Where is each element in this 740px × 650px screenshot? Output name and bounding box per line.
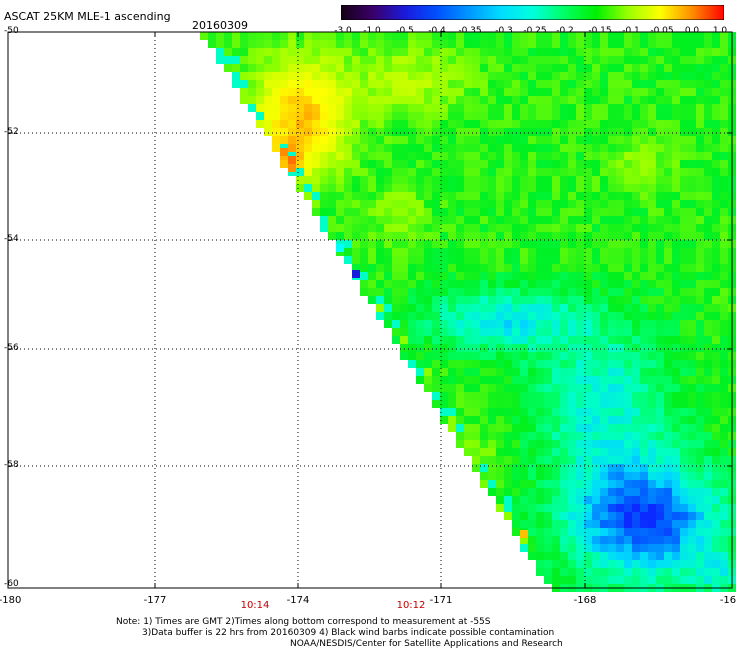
colorbar-label: -0.4 bbox=[428, 26, 446, 36]
axis-ticks bbox=[7, 32, 733, 588]
lat-label: -54 bbox=[4, 234, 19, 244]
lat-label: -60 bbox=[4, 579, 19, 589]
note-line: NOAA/NESDIS/Center for Satellite Applica… bbox=[290, 639, 563, 649]
colorbar-label: -1.0 bbox=[363, 26, 381, 36]
note-line: Note: 1) Times are GMT 2)Times along bot… bbox=[116, 617, 491, 627]
map-frame bbox=[7, 31, 733, 589]
lon-label: -174 bbox=[286, 595, 310, 606]
lat-label: -50 bbox=[4, 26, 19, 36]
colorbar-label: -0.2 bbox=[556, 26, 574, 36]
wind-swath bbox=[200, 32, 736, 592]
lon-label: -177 bbox=[143, 595, 167, 606]
colorbar-label: -0.5 bbox=[396, 26, 414, 36]
lat-label: -58 bbox=[4, 460, 19, 470]
product-title: ASCAT 25KM MLE-1 ascending bbox=[4, 10, 171, 23]
product-date: 20160309 bbox=[192, 19, 248, 32]
time-label: 10:12 bbox=[396, 600, 426, 611]
colorbar-label: 1.0 bbox=[712, 26, 728, 36]
lon-label: -180 bbox=[0, 595, 22, 606]
colorbar bbox=[341, 5, 724, 20]
colorbar-label: -3.0 bbox=[334, 26, 352, 36]
lon-label: -168 bbox=[573, 595, 597, 606]
graticule bbox=[8, 32, 732, 588]
lat-label: -52 bbox=[4, 127, 19, 137]
colorbar-label: -0.25 bbox=[523, 26, 547, 36]
lon-label: -171 bbox=[429, 595, 453, 606]
colorbar-label: -0.3 bbox=[495, 26, 513, 36]
colorbar-label: -0.35 bbox=[458, 26, 482, 36]
lat-label: -56 bbox=[4, 343, 19, 353]
colorbar-label: -0.15 bbox=[588, 26, 612, 36]
colorbar-gradient bbox=[341, 5, 724, 20]
colorbar-label: -0.1 bbox=[622, 26, 640, 36]
lon-label: -16 bbox=[719, 595, 737, 606]
colorbar-label: -0.05 bbox=[650, 26, 674, 36]
colorbar-label: 0.0 bbox=[684, 26, 700, 36]
time-label: 10:14 bbox=[240, 600, 270, 611]
note-line: 3)Data buffer is 22 hrs from 20160309 4)… bbox=[142, 628, 555, 638]
